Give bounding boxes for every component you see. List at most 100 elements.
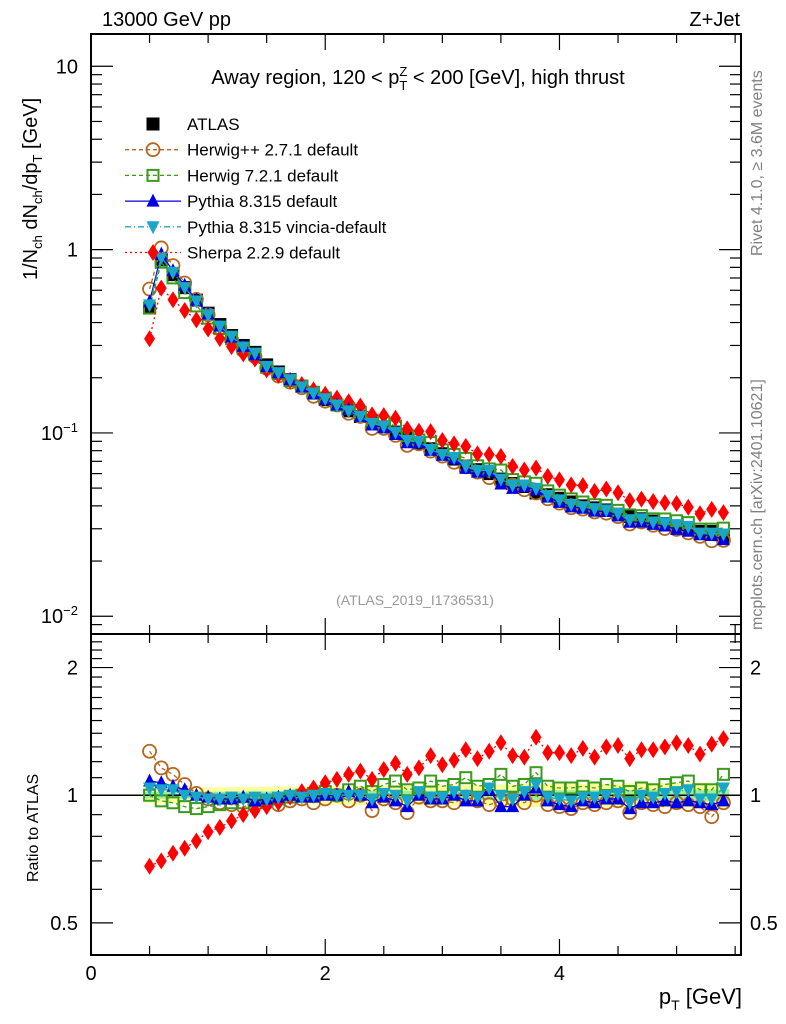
data-point bbox=[589, 482, 601, 500]
title-part-2: < 200 [GeV], high thrust bbox=[407, 67, 625, 89]
data-point bbox=[143, 299, 157, 313]
data-point bbox=[647, 493, 659, 511]
data-point bbox=[377, 420, 391, 434]
ratio-data-point bbox=[612, 737, 624, 755]
legend-label: Herwig 7.2.1 default bbox=[187, 166, 338, 185]
ratio-y-tick-label: 2 bbox=[67, 658, 78, 680]
data-point bbox=[670, 519, 684, 533]
data-point bbox=[611, 507, 625, 521]
data-point bbox=[424, 444, 438, 458]
data-point bbox=[236, 341, 250, 355]
y-tick-label: 10−2 bbox=[41, 603, 78, 628]
ratio-data-point bbox=[447, 786, 461, 800]
data-point bbox=[541, 490, 555, 504]
ratio-data-point bbox=[646, 791, 660, 805]
ratio-data-point bbox=[670, 795, 684, 809]
title-part-1: Away region, 120 < p bbox=[211, 67, 399, 89]
data-point bbox=[318, 393, 332, 407]
data-point bbox=[552, 494, 566, 508]
ratio-data-point bbox=[483, 742, 495, 760]
header-right-label: Z+Jet bbox=[689, 9, 740, 31]
y-tick-label: 10 bbox=[56, 56, 78, 78]
data-point bbox=[576, 501, 590, 515]
analysis-id-watermark: (ATLAS_2019_I1736531) bbox=[336, 592, 494, 608]
data-point bbox=[646, 516, 660, 530]
ratio-data-point bbox=[365, 793, 379, 807]
legend-marker bbox=[146, 117, 160, 131]
ratio-data-point bbox=[658, 787, 672, 801]
data-point bbox=[565, 476, 577, 494]
y-tick-label: 1 bbox=[67, 240, 78, 262]
ratio-y-tick-label-right: 1 bbox=[750, 785, 761, 807]
ratio-data-point bbox=[611, 787, 625, 801]
data-point bbox=[389, 426, 403, 440]
data-point bbox=[400, 434, 414, 448]
data-point bbox=[705, 527, 719, 541]
data-point bbox=[506, 479, 520, 493]
legend-label: Pythia 8.315 vincia-default bbox=[187, 218, 387, 237]
data-point bbox=[353, 410, 367, 424]
data-point bbox=[624, 492, 636, 510]
ratio-data-point bbox=[565, 747, 577, 765]
ratio-y-axis-label: Ratio to ATLAS bbox=[25, 774, 42, 882]
series-pythia-8-315-vincia-default bbox=[143, 251, 730, 542]
legend-item: ATLAS bbox=[146, 115, 240, 134]
ratio-data-point bbox=[623, 797, 637, 811]
data-point bbox=[425, 423, 437, 441]
ratio-data-point bbox=[354, 762, 366, 780]
x-tick-label: 2 bbox=[320, 963, 331, 985]
legend-item: Sherpa 2.2.9 default bbox=[125, 244, 340, 263]
ratio-data-point bbox=[401, 765, 413, 783]
ratio-data-point bbox=[202, 823, 214, 841]
ratio-data-point bbox=[495, 734, 507, 752]
data-point bbox=[225, 330, 239, 344]
ratio-data-point bbox=[506, 793, 520, 807]
ratio-data-point bbox=[576, 791, 590, 805]
ratio-data-point bbox=[143, 782, 157, 796]
main-y-axis-label: 1/Nch dNch/dpT [GeV] bbox=[20, 98, 45, 280]
ratio-data-point bbox=[248, 791, 262, 805]
ratio-data-point bbox=[659, 738, 671, 756]
data-point bbox=[693, 527, 707, 541]
ratio-data-point bbox=[588, 791, 602, 805]
ratio-data-point bbox=[236, 793, 250, 807]
data-point bbox=[623, 514, 637, 528]
ratio-data-point bbox=[542, 744, 554, 762]
ratio-data-point bbox=[682, 737, 694, 755]
ratio-data-point bbox=[389, 789, 403, 803]
ratio-data-point bbox=[318, 787, 332, 801]
data-point bbox=[295, 381, 309, 395]
ratio-data-point bbox=[599, 789, 613, 803]
data-point bbox=[154, 251, 168, 265]
data-point bbox=[283, 374, 297, 388]
series-line bbox=[148, 252, 724, 541]
data-point bbox=[459, 460, 473, 474]
ratio-data-point bbox=[342, 789, 356, 803]
data-point bbox=[401, 420, 413, 438]
ratio-data-point bbox=[378, 760, 390, 778]
ratio-data-point bbox=[425, 747, 437, 765]
data-point bbox=[190, 311, 202, 329]
ratio-data-point bbox=[564, 795, 578, 809]
legend-marker bbox=[146, 168, 160, 182]
ratio-data-point bbox=[154, 784, 168, 798]
data-point bbox=[202, 320, 214, 338]
data-point bbox=[435, 449, 449, 463]
data-point bbox=[390, 409, 402, 427]
ratio-data-point bbox=[624, 750, 636, 768]
ratio-data-point bbox=[681, 784, 695, 798]
data-point bbox=[577, 477, 589, 495]
data-point bbox=[436, 432, 448, 450]
data-point bbox=[214, 329, 226, 347]
ratio-data-point bbox=[201, 793, 215, 807]
ratio-data-point bbox=[529, 779, 543, 793]
ratio-data-point bbox=[470, 791, 484, 805]
ratio-data-point bbox=[494, 767, 508, 781]
data-point bbox=[671, 494, 683, 512]
ratio-data-point bbox=[366, 770, 378, 788]
ratio-data-point bbox=[693, 793, 707, 807]
data-point bbox=[600, 480, 612, 498]
data-point bbox=[494, 473, 508, 487]
ratio-data-point bbox=[647, 741, 659, 759]
